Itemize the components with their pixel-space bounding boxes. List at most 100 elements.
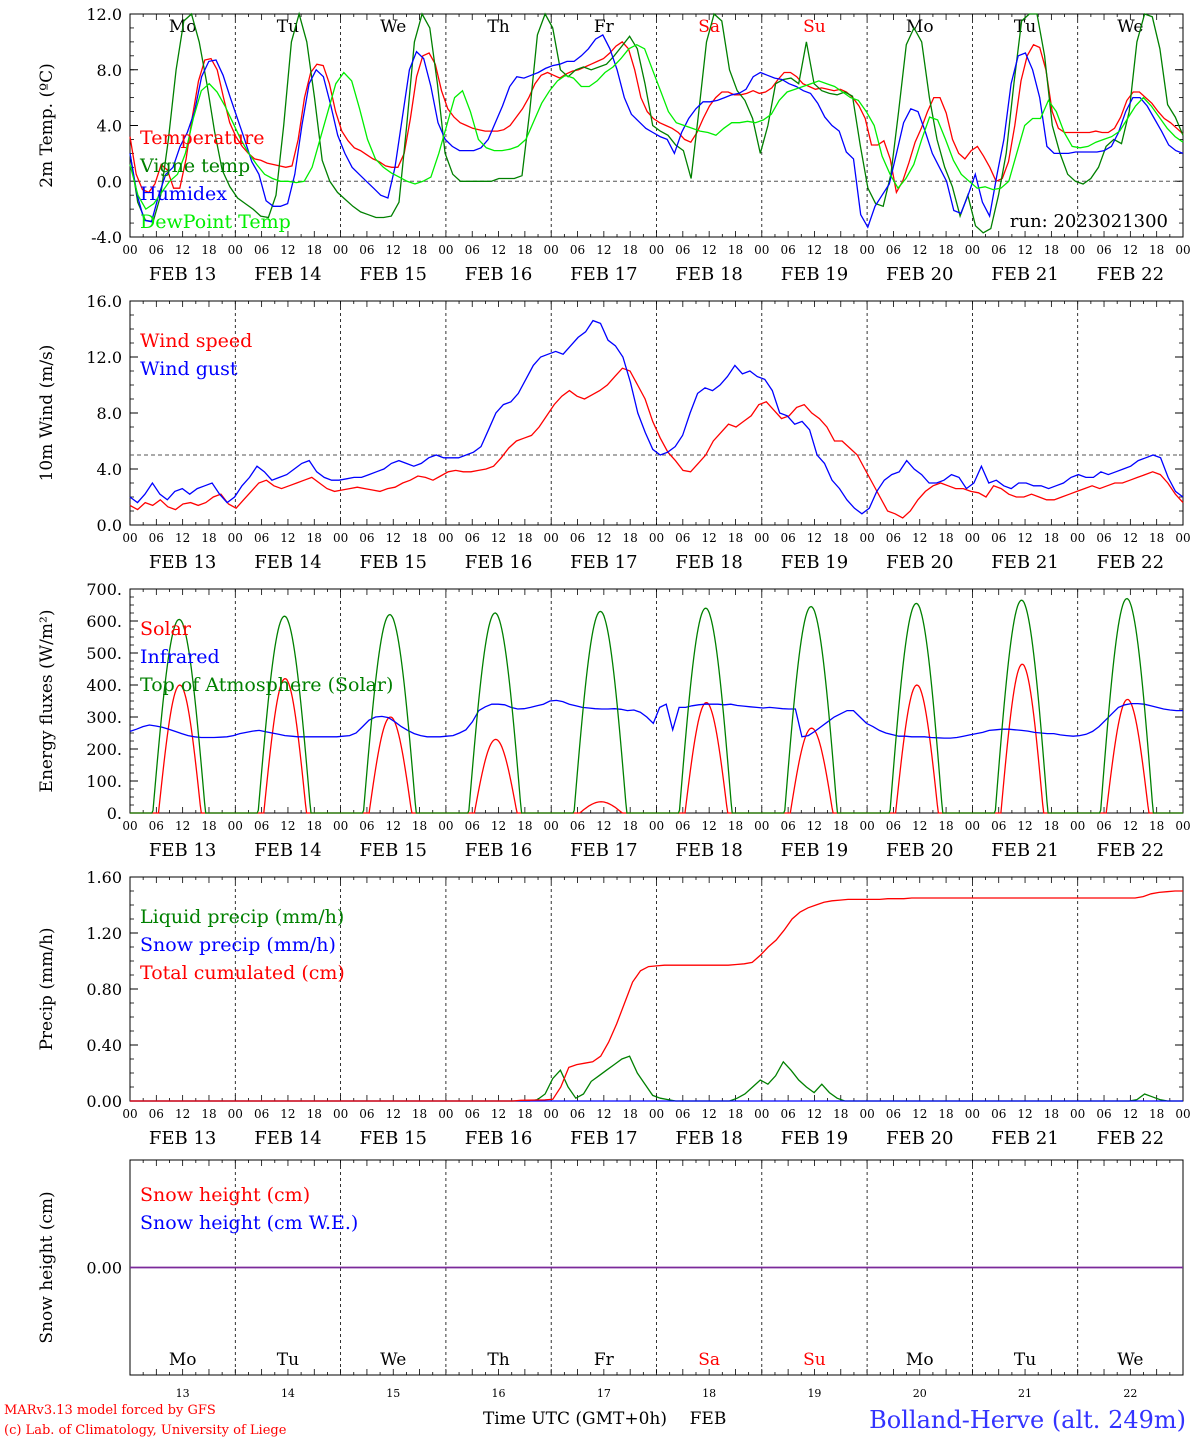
x-hour-label: 12 [386,243,401,257]
x-date-label: FEB 20 [886,264,953,285]
day-label: Sa [698,17,720,37]
x-hour-label: 12 [596,1107,611,1121]
x-hour-label: 18 [201,531,216,545]
x-hour-label: 00 [122,531,137,545]
x-hour-label: 12 [1017,1107,1032,1121]
x-hour-label: 12 [807,1107,822,1121]
x-hour-label: 00 [1070,243,1085,257]
x-date-label: FEB 13 [149,840,216,861]
legend-entry: Infrared [140,646,220,668]
x-hour-label: 18 [307,243,322,257]
x-hour-label: 06 [991,819,1006,833]
x-hour-label: 12 [175,243,190,257]
day-number: 22 [1123,1387,1137,1400]
x-hour-label: 12 [386,819,401,833]
series-wind-gust [129,319,1184,515]
x-hour-label: 00 [333,1107,348,1121]
x-hour-label: 12 [386,531,401,545]
x-date-label: FEB 22 [1097,840,1164,861]
x-hour-label: 00 [438,819,453,833]
x-hour-label: 06 [675,531,690,545]
station-name: Bolland-Herve (alt. 249m) [869,1406,1186,1434]
x-hour-label: 18 [517,243,532,257]
x-hour-label: 00 [1070,819,1085,833]
x-date-label: FEB 17 [570,552,637,573]
x-date-label: FEB 21 [991,552,1058,573]
legend-entry: DewPoint Temp [140,211,291,233]
day-label: We [1117,17,1143,37]
x-axis-month: FEB [690,1409,727,1429]
x-hour-label: 12 [491,243,506,257]
x-hour-label: 18 [938,1107,953,1121]
day-number: 16 [492,1387,506,1400]
y-tick-label: 300. [86,708,122,727]
x-hour-label: 18 [1149,819,1164,833]
x-hour-label: 18 [623,819,638,833]
x-hour-label: 06 [570,819,585,833]
x-hour-label: 00 [122,819,137,833]
day-label: Tu [1014,17,1036,37]
x-hour-label: 06 [570,531,585,545]
day-number: 14 [281,1387,295,1400]
x-date-label: FEB 16 [465,840,532,861]
x-hour-label: 12 [491,531,506,545]
y-tick-label: 0.00 [86,1092,122,1111]
x-hour-label: 18 [833,243,848,257]
x-hour-label: 12 [807,243,822,257]
x-hour-label: 00 [1175,243,1190,257]
x-hour-label: 06 [359,819,374,833]
y-tick-label: 4.0 [97,460,122,479]
x-hour-label: 00 [438,531,453,545]
x-hour-label: 00 [859,531,874,545]
y-tick-label: 8.0 [97,61,122,80]
y-tick-label: 8.0 [97,404,122,423]
x-hour-label: 06 [359,1107,374,1121]
y-tick-label: 700. [86,580,122,599]
y-tick-label: 0.40 [86,1036,122,1055]
x-date-label: FEB 18 [675,264,742,285]
x-date-label: FEB 16 [465,264,532,285]
x-hour-label: 00 [333,243,348,257]
x-hour-label: 18 [307,531,322,545]
x-hour-label: 06 [1096,531,1111,545]
series-temperature [129,41,1184,195]
x-hour-label: 06 [570,1107,585,1121]
y-tick-label: 0.0 [97,516,122,535]
x-hour-label: 12 [807,531,822,545]
day-label: Fr [594,17,615,37]
y-tick-label: 0.0 [97,172,122,191]
series-dewpoint-temp [129,43,1184,211]
x-hour-label: 18 [412,1107,427,1121]
panel-frame [129,300,1184,526]
x-hour-label: 18 [201,819,216,833]
x-hour-label: 12 [386,1107,401,1121]
x-hour-label: 18 [938,531,953,545]
x-date-label: FEB 15 [360,264,427,285]
y-tick-label: 0.80 [86,980,122,999]
x-date-label: FEB 13 [149,264,216,285]
day-label: Su [803,1350,826,1370]
x-date-label: FEB 15 [360,840,427,861]
day-number: 13 [176,1387,190,1400]
x-hour-label: 12 [702,1107,717,1121]
x-hour-label: 18 [728,531,743,545]
x-hour-label: 12 [912,531,927,545]
x-hour-label: 12 [702,531,717,545]
day-number: 20 [913,1387,927,1400]
x-hour-label: 00 [1175,819,1190,833]
x-date-label: FEB 15 [360,1128,427,1149]
x-hour-label: 00 [228,819,243,833]
x-hour-label: 18 [1149,1107,1164,1121]
x-date-label: FEB 15 [360,552,427,573]
y-tick-label: 100. [86,772,122,791]
x-hour-label: 18 [1149,531,1164,545]
x-hour-label: 00 [1070,531,1085,545]
x-date-label: FEB 14 [254,552,321,573]
x-hour-label: 12 [175,819,190,833]
x-hour-label: 18 [833,531,848,545]
x-hour-label: 00 [754,243,769,257]
y-tick-label: 500. [86,644,122,663]
y-tick-label: 400. [86,676,122,695]
x-hour-label: 06 [886,1107,901,1121]
x-hour-label: 18 [833,1107,848,1121]
